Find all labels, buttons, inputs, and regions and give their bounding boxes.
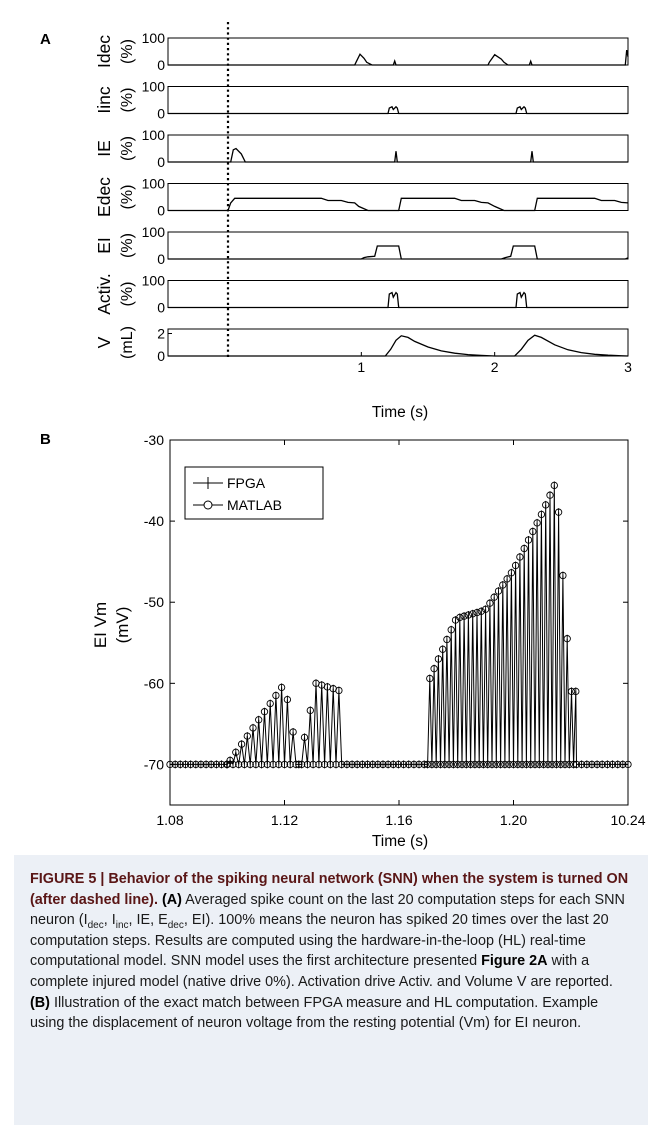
row-frame xyxy=(167,37,629,66)
y-tick-label: 0 xyxy=(157,154,165,170)
caption-a-text: with a complete injured model (native dr… xyxy=(30,953,613,990)
row-trace xyxy=(168,291,628,309)
caption-sep: , I xyxy=(103,912,116,929)
y-tick-label: -40 xyxy=(144,513,164,529)
y-tick-label: 100 xyxy=(142,127,166,143)
figure-caption-box: FIGURE 5 | Behavior of the spiking neura… xyxy=(14,855,648,1125)
row-trace xyxy=(168,245,629,260)
row-trace xyxy=(168,334,629,357)
y-tick-label: 0 xyxy=(157,106,165,122)
caption-a-label: (A) xyxy=(161,891,182,908)
x-tick-label: 1.16 xyxy=(385,812,412,828)
caption-b-text: Illustration of the exact match between … xyxy=(30,994,599,1032)
row-edec: 0 100 Edec (%) xyxy=(94,176,629,219)
y-tick-label: 100 xyxy=(142,79,166,95)
caption-sub: inc xyxy=(115,920,129,932)
row-frame xyxy=(167,231,629,260)
row-ylabel: Activ. xyxy=(94,273,114,315)
panel-b: B -70 -60 -50 -40 -30 1.08 1.12 1.16 1.20 10.24 F… xyxy=(40,431,646,850)
panel-a-label: A xyxy=(40,31,51,48)
row-trace xyxy=(168,147,628,163)
row-ylabel: V xyxy=(94,336,114,348)
y-tick-label: 0 xyxy=(157,251,165,267)
legend-matlab-marker xyxy=(203,500,213,510)
row-idec: 0 100 Idec (%) xyxy=(94,30,629,73)
caption-title: FIGURE 5 | Behavior of the spiking neura… xyxy=(30,871,629,908)
row-ylabel-unit: (%) xyxy=(119,282,136,307)
row-ylabel-unit: (%) xyxy=(119,233,136,258)
row-ei: 0 100 EI (%) xyxy=(94,224,629,267)
series-fpga-line xyxy=(170,485,628,766)
row-trace xyxy=(168,105,628,115)
row-ylabel: EI xyxy=(94,237,114,254)
row-ylabel-unit: (%) xyxy=(119,136,136,161)
y-tick-label: 100 xyxy=(142,224,166,240)
x-tick-label: 1 xyxy=(357,359,365,375)
y-tick-label: 100 xyxy=(142,176,166,192)
caption-figure-ref: Figure 2A xyxy=(481,953,548,970)
panel-b-legend: FPGA MATLAB xyxy=(184,466,324,520)
row-ylabel-unit: (%) xyxy=(119,39,136,64)
y-tick-label: 2 xyxy=(157,326,165,342)
row-frame xyxy=(167,183,629,211)
row-ie: 0 100 IE (%) xyxy=(94,127,629,170)
y-tick-label: -70 xyxy=(144,756,164,772)
row-ylabel-unit: (%) xyxy=(119,185,136,210)
y-tick-label: -30 xyxy=(144,432,164,448)
y-tick-label: 0 xyxy=(157,57,165,73)
y-tick-label: 0 xyxy=(157,203,165,219)
row-iinc: 0 100 Iinc (%) xyxy=(94,79,629,122)
caption-sep: , IE, E xyxy=(128,912,168,929)
caption-a-text: Averaged spike count on the last 20 comp… xyxy=(30,891,625,929)
row-trace xyxy=(168,49,629,66)
panel-b-ylabel: EI Vm xyxy=(91,602,110,648)
legend-box xyxy=(184,466,324,520)
y-tick-label: 0 xyxy=(157,348,165,364)
row-activ: 0 100 Activ. (%) xyxy=(94,273,629,316)
figure-caption: FIGURE 5 | Behavior of the spiking neura… xyxy=(30,869,632,1034)
panel-b-ylabel-unit: (mV) xyxy=(113,607,132,644)
x-tick-label: 1.08 xyxy=(156,812,183,828)
caption-sub: dec xyxy=(167,920,184,932)
caption-b-label: (B) xyxy=(30,994,50,1011)
row-ylabel: Idec xyxy=(94,35,114,68)
caption-sub: dec xyxy=(87,920,104,932)
y-tick-label: -50 xyxy=(144,594,164,610)
row-ylabel-unit: (%) xyxy=(119,88,136,113)
row-ylabel-unit: (mL) xyxy=(119,326,136,359)
row-trace xyxy=(168,197,629,212)
panel-b-label: B xyxy=(40,431,51,448)
x-tick-label: 1.20 xyxy=(500,812,527,828)
row-frame xyxy=(167,86,629,114)
y-tick-label: 100 xyxy=(142,273,166,289)
x-tick-label: 10.24 xyxy=(610,812,645,828)
row-ylabel: IE xyxy=(94,140,114,157)
x-tick-label: 2 xyxy=(491,359,499,375)
row-frame xyxy=(167,280,629,308)
x-tick-label: 3 xyxy=(624,359,632,375)
caption-a-text: , EI). 100% means the neuron has spiked … xyxy=(30,912,609,970)
row-frame xyxy=(167,328,629,357)
panel-b-xlabel: Time (s) xyxy=(372,833,428,850)
y-tick-label: 0 xyxy=(157,300,165,316)
row-frame xyxy=(167,134,629,163)
legend-matlab-label: MATLAB xyxy=(227,497,282,513)
panel-a-xlabel: Time (s) xyxy=(372,404,428,421)
y-tick-label: -60 xyxy=(144,675,164,691)
y-tick-label: 100 xyxy=(142,30,166,46)
x-tick-label: 1.12 xyxy=(271,812,298,828)
legend-fpga-label: FPGA xyxy=(227,475,266,491)
row-ylabel: Edec xyxy=(94,177,114,217)
row-ylabel: Iinc xyxy=(94,86,114,113)
